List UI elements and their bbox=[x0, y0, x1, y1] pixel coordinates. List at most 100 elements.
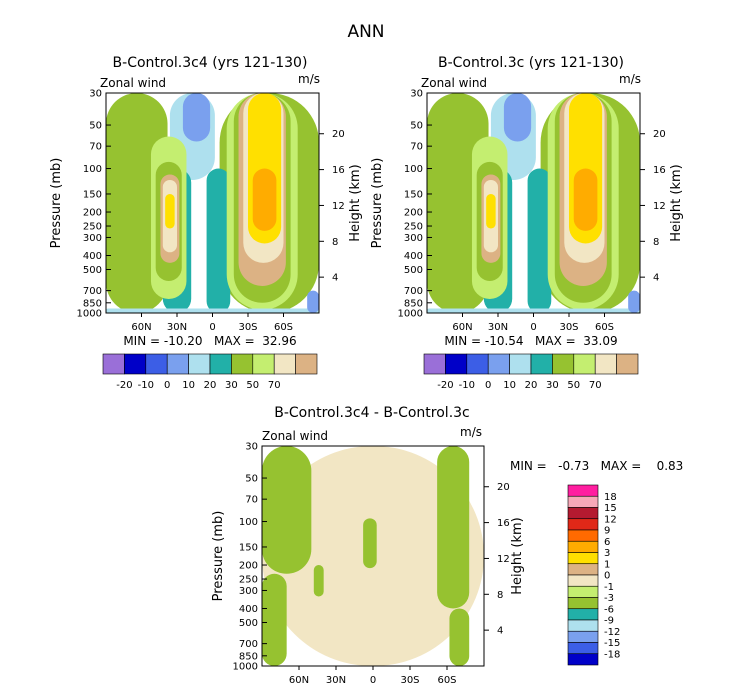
x-tick-label: 60S bbox=[274, 322, 293, 333]
y-tick-label: 500 bbox=[83, 265, 102, 276]
stats-text: MIN = -10.54 MAX = 33.09 bbox=[444, 334, 617, 348]
height-tick-label: 4 bbox=[653, 273, 659, 284]
y-tick-label: 850 bbox=[83, 298, 102, 309]
y-tick-label: 300 bbox=[404, 233, 423, 244]
contour-region bbox=[503, 93, 532, 142]
legend-swatch bbox=[567, 574, 599, 587]
panel-control-3c: B-Control.3c (yrs 121-130) Zonal wind m/… bbox=[370, 55, 684, 391]
contour-fields bbox=[427, 93, 640, 313]
y-tick-label: 850 bbox=[404, 298, 423, 309]
y-tick-label: 1000 bbox=[398, 309, 423, 320]
x-tick-label: 30S bbox=[400, 675, 419, 686]
legend-swatch bbox=[188, 353, 211, 375]
page-title: ANN bbox=[347, 22, 384, 42]
x-tick-label: 30S bbox=[559, 322, 578, 333]
legend-swatch bbox=[567, 608, 599, 621]
panel-title: B-Control.3c (yrs 121-130) bbox=[438, 55, 624, 71]
y-tick-label: 700 bbox=[404, 286, 423, 297]
y-tick-label: 70 bbox=[89, 142, 102, 153]
y-tick-label: 200 bbox=[239, 561, 258, 572]
contour-region bbox=[165, 193, 175, 229]
legend-swatch bbox=[530, 353, 553, 375]
legend-label: 0 bbox=[164, 380, 170, 391]
height-tick-label: 8 bbox=[332, 237, 338, 248]
legend-swatch bbox=[567, 630, 599, 643]
y-tick-label: 250 bbox=[239, 575, 258, 586]
y-tick-label: 500 bbox=[404, 265, 423, 276]
x-tick-label: 0 bbox=[209, 322, 215, 333]
legend-swatch bbox=[567, 552, 599, 565]
y-tick-label: 300 bbox=[83, 233, 102, 244]
height-tick-label: 16 bbox=[332, 165, 345, 176]
x-tick-label: 60N bbox=[289, 675, 309, 686]
y-tick-label: 850 bbox=[239, 651, 258, 662]
legend-swatch bbox=[567, 495, 599, 508]
legend-label: 30 bbox=[546, 380, 559, 391]
legend-swatch bbox=[567, 518, 599, 531]
legend-label: -20 bbox=[116, 380, 132, 391]
height-tick-label: 4 bbox=[497, 626, 503, 637]
height-tick-label: 16 bbox=[497, 518, 510, 529]
legend-swatch bbox=[295, 353, 318, 375]
panel-title: B-Control.3c4 - B-Control.3c bbox=[274, 405, 470, 421]
legend-swatch bbox=[423, 353, 446, 375]
panel-difference: B-Control.3c4 - B-Control.3c Zonal wind … bbox=[211, 405, 683, 686]
legend-swatch bbox=[567, 619, 599, 632]
y-tick-label: 150 bbox=[404, 189, 423, 200]
height-tick-label: 8 bbox=[497, 590, 503, 601]
legend-label: 70 bbox=[589, 380, 602, 391]
x-tick-label: 60S bbox=[595, 322, 614, 333]
y-tick-label: 700 bbox=[239, 639, 258, 650]
legend-label: -3 bbox=[604, 593, 614, 604]
y-axis-right-title: Height (km) bbox=[669, 164, 684, 241]
legend-label: 9 bbox=[604, 526, 610, 537]
y-tick-label: 70 bbox=[410, 142, 423, 153]
height-tick-label: 20 bbox=[332, 129, 345, 140]
y-tick-label: 50 bbox=[245, 474, 258, 485]
y-tick-label: 150 bbox=[239, 542, 258, 553]
contour-region bbox=[262, 446, 312, 574]
legend-swatch bbox=[567, 642, 599, 655]
legend-swatch bbox=[573, 353, 596, 375]
legend-label: -15 bbox=[604, 638, 620, 649]
contour-region bbox=[252, 168, 277, 231]
height-tick-label: 8 bbox=[653, 237, 659, 248]
y-tick-label: 70 bbox=[245, 495, 258, 506]
legend-swatch bbox=[102, 353, 125, 375]
contour-region bbox=[628, 290, 640, 313]
y-tick-label: 400 bbox=[404, 251, 423, 262]
height-tick-label: 12 bbox=[497, 554, 510, 565]
height-tick-label: 12 bbox=[653, 201, 666, 212]
y-axis-right-title: Height (km) bbox=[348, 164, 363, 241]
legend-label: 30 bbox=[225, 380, 238, 391]
legend-swatch bbox=[567, 563, 599, 576]
legend-label: -6 bbox=[604, 604, 614, 615]
y-axis-right-title: Height (km) bbox=[510, 517, 525, 594]
legend-label: 0 bbox=[485, 380, 491, 391]
height-tick-label: 16 bbox=[653, 165, 666, 176]
y-tick-label: 400 bbox=[239, 604, 258, 615]
contour-region bbox=[262, 573, 287, 666]
y-tick-label: 150 bbox=[83, 189, 102, 200]
contour-region bbox=[182, 93, 211, 142]
legend-swatch bbox=[552, 353, 575, 375]
left-label: Zonal wind bbox=[262, 429, 328, 443]
y-tick-label: 250 bbox=[404, 222, 423, 233]
legend-label: 20 bbox=[204, 380, 217, 391]
legend-label: 15 bbox=[604, 503, 617, 514]
legend-swatch bbox=[445, 353, 468, 375]
y-tick-label: 100 bbox=[83, 164, 102, 175]
y-tick-label: 50 bbox=[410, 121, 423, 132]
legend-swatch bbox=[567, 585, 599, 598]
legend-swatch bbox=[166, 353, 189, 375]
legend-label: -9 bbox=[604, 616, 614, 627]
contour-fields bbox=[262, 446, 484, 666]
right-label: m/s bbox=[460, 425, 482, 439]
x-tick-label: 30N bbox=[488, 322, 508, 333]
y-axis-title: Pressure (mb) bbox=[370, 158, 385, 249]
y-tick-label: 700 bbox=[83, 286, 102, 297]
y-tick-label: 300 bbox=[239, 586, 258, 597]
legend-swatch bbox=[252, 353, 275, 375]
y-axis-title: Pressure (mb) bbox=[211, 511, 226, 602]
